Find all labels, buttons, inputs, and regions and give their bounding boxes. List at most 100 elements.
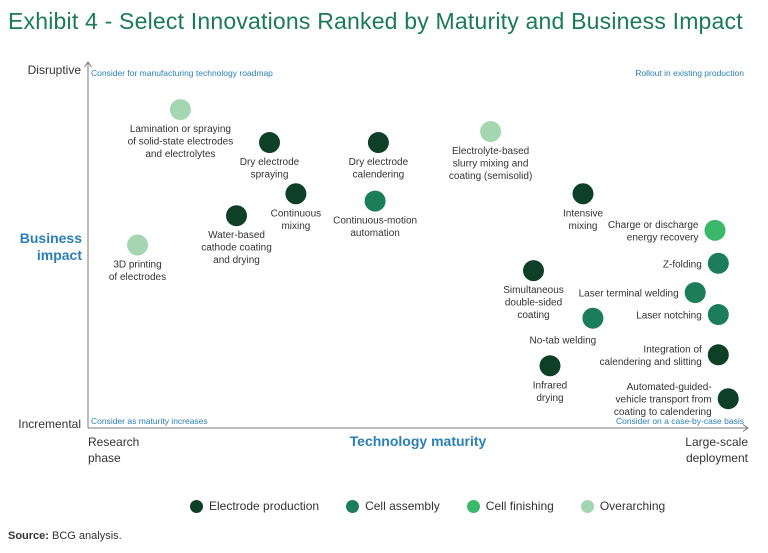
x-tick-low-line: phase [88, 451, 121, 465]
legend-item-electrode-production: Electrode production [190, 499, 319, 513]
data-point [572, 183, 594, 205]
data-point [364, 190, 386, 212]
y-tick-high: Disruptive [28, 63, 82, 77]
data-label: Simultaneous double-sided coating [503, 285, 564, 321]
data-label-line: slurry mixing and [453, 159, 529, 170]
scatter-chart: Disruptive Incremental Business impact Techn… [18, 61, 749, 465]
legend-marker [190, 499, 203, 513]
note-top-right: Rollout in existing production [635, 68, 744, 78]
data-label-line: Continuous [271, 208, 322, 219]
data-label-line: Dry electrode [240, 157, 300, 168]
data-label-line: drying [536, 393, 563, 404]
data-label: Dry electrode spraying [240, 157, 300, 181]
x-axis-arrow [742, 424, 749, 432]
legend-label: Electrode production [209, 499, 320, 513]
data-point [707, 344, 729, 366]
x-axis-title: Technology maturity [350, 433, 487, 449]
data-label-line: Lamination or spraying [130, 124, 231, 135]
legend-item-overarching: Overarching [580, 499, 666, 513]
corner-notes: Consider for manufacturing technology ro… [91, 68, 744, 426]
data-label: Intensive mixing [563, 208, 603, 232]
data-label: Lamination or spraying of solid-state ele… [128, 124, 234, 160]
data-label: Integration of calendering and slitting [600, 345, 703, 369]
data-label: No-tab welding [530, 336, 597, 347]
legend-marker [346, 499, 360, 513]
legend-marker [466, 499, 480, 513]
data-label: Dry electrode calendering [349, 157, 409, 181]
legend-label: Cell assembly [365, 499, 440, 513]
data-label-line: calendering and slitting [600, 357, 702, 368]
data-label-line: Infrared [533, 380, 567, 391]
y-tick-low: Incremental [18, 417, 81, 431]
data-labels: Lamination or spraying of solid-state ele… [109, 124, 712, 418]
data-label-line: Z-folding [663, 259, 702, 270]
data-point [707, 304, 729, 326]
x-tick-high-line: Large-scale [685, 435, 748, 449]
data-label-line: coating (semisolid) [449, 171, 532, 182]
source-note: Source: BCG analysis. [8, 530, 122, 542]
legend: Electrode production Cell assembly Cell … [190, 497, 692, 515]
data-label: Z-folding [663, 259, 702, 270]
chart-axes [84, 61, 749, 432]
data-point [717, 388, 739, 410]
legend-item-cell-finishing: Cell finishing [466, 499, 554, 513]
data-label: Water-based cathode coating and drying [201, 230, 272, 266]
data-points [127, 99, 739, 410]
data-label-line: mixing [569, 221, 598, 232]
legend-marker [580, 499, 594, 513]
data-point [480, 121, 502, 143]
data-label-line: mixing [281, 221, 310, 232]
data-label-line: of solid-state electrodes [128, 137, 234, 148]
data-label-line: calendering [353, 170, 405, 181]
data-point [704, 219, 726, 241]
data-point [169, 99, 191, 121]
data-label-line: Dry electrode [349, 157, 409, 168]
data-label: Continuous mixing [271, 208, 322, 232]
data-point [367, 132, 389, 154]
data-label: Electrolyte-based slurry mixing and coatin… [449, 146, 532, 182]
data-label-line: cathode coating [201, 243, 272, 254]
data-label-line: Water-based [208, 230, 265, 241]
data-label-line: Integration of [643, 345, 702, 356]
note-bottom-left: Consider as maturity increases [91, 416, 208, 426]
data-label-line: coating [517, 310, 549, 321]
data-label-line: coating to calendering [614, 407, 712, 418]
data-point [523, 260, 544, 282]
x-tick-low-line: Research [88, 435, 139, 449]
data-label: Charge or discharge energy recovery [608, 220, 699, 244]
data-point [684, 282, 706, 304]
chart-title: Exhibit 4 - Select Innovations Ranked by… [8, 8, 743, 34]
y-axis-title: Business impact [20, 230, 83, 263]
data-label: 3D printing of electrodes [109, 260, 166, 284]
source-label: Source: [8, 530, 49, 542]
data-label-line: energy recovery [627, 233, 699, 244]
y-axis-title-line: Business [20, 230, 82, 246]
data-label: Continuous-motion automation [333, 216, 417, 240]
data-label: Laser terminal welding [579, 289, 679, 300]
data-label: Laser notching [636, 311, 702, 322]
legend-label: Overarching [599, 499, 666, 513]
source-text: BCG analysis. [52, 530, 122, 542]
legend-label: Cell finishing [485, 499, 554, 513]
x-tick-high-line: deployment [686, 451, 749, 465]
data-point [582, 307, 604, 329]
data-point [285, 183, 307, 205]
data-label-line: Laser notching [636, 311, 702, 322]
data-label-line: Simultaneous [503, 285, 564, 296]
data-label-line: double-sided [505, 298, 562, 309]
data-label: Automated-guided-vehicle transport from c… [614, 382, 712, 418]
note-bottom-right: Consider on a case-by-case basis [616, 416, 744, 426]
data-label-line: Continuous-motion [333, 216, 417, 227]
y-axis-arrow [84, 61, 92, 68]
legend-item-cell-assembly: Cell assembly [346, 499, 440, 513]
data-label-line: vehicle transport from [616, 395, 712, 406]
data-label-line: spraying [251, 170, 289, 181]
data-label-line: Charge or discharge [608, 220, 699, 231]
data-point [127, 234, 148, 256]
x-tick-high: Large-scale deployment [685, 435, 748, 465]
data-label-line: automation [350, 228, 399, 239]
data-label-line: and electrolytes [145, 149, 215, 160]
data-label-line: Intensive [563, 208, 603, 219]
data-label-line: Laser terminal welding [579, 289, 679, 300]
data-label-line: Electrolyte-based [452, 146, 529, 157]
